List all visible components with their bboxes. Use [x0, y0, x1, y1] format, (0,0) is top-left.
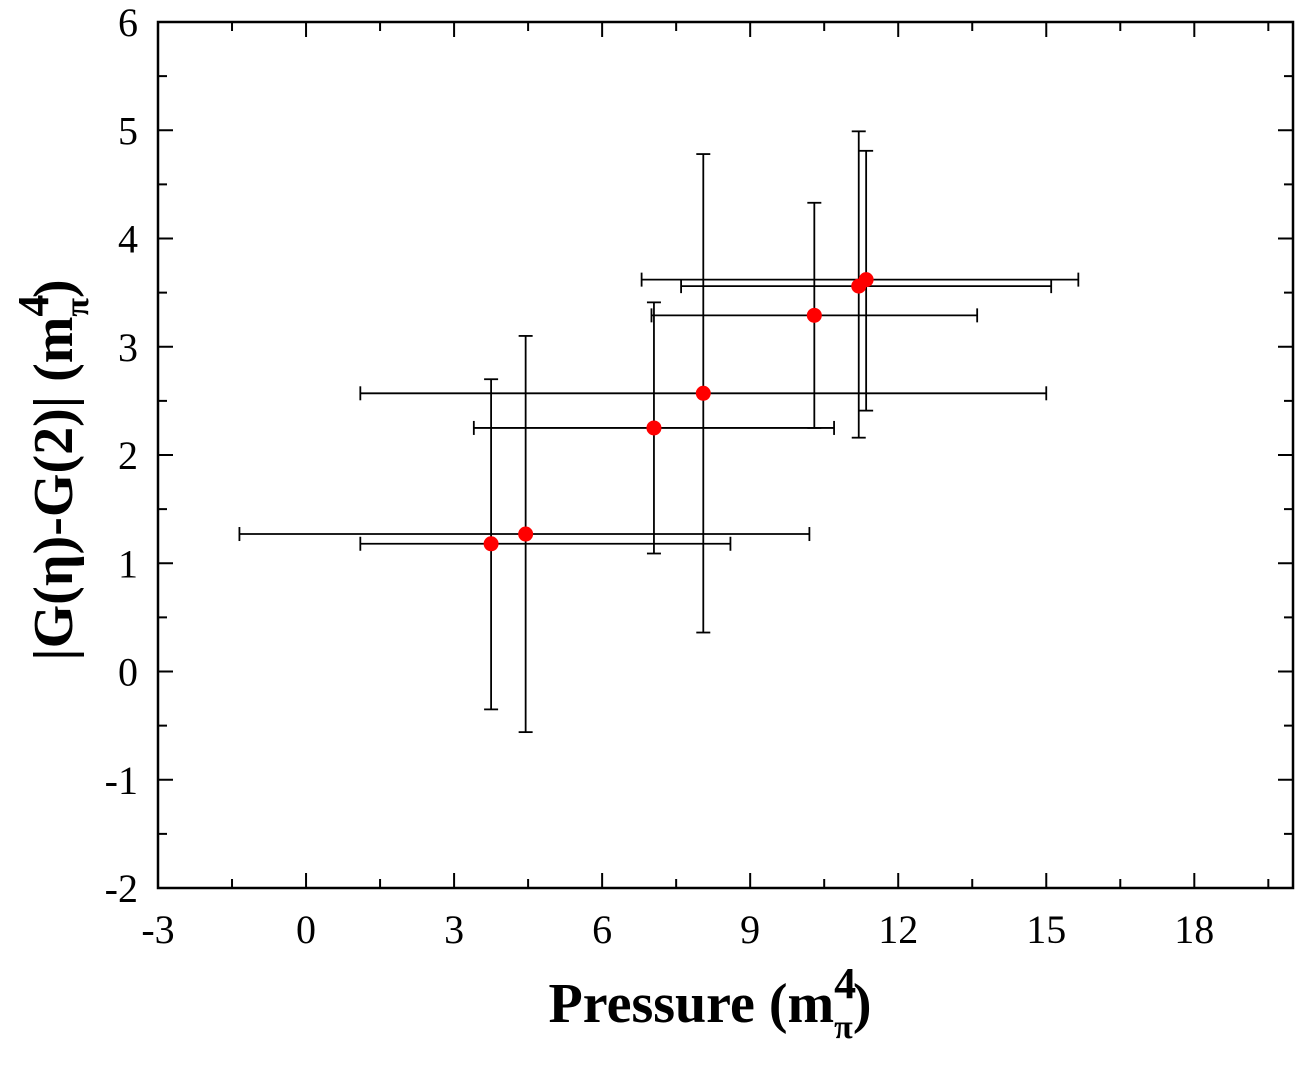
data-point	[695, 385, 711, 401]
x-tick-label: 18	[1174, 907, 1214, 952]
x-axis-title: Pressure (m4 π)	[549, 959, 872, 1046]
data-point	[518, 526, 534, 542]
data-point	[646, 420, 662, 436]
x-tick-label: -3	[141, 907, 174, 952]
y-tick-label: 2	[118, 433, 138, 478]
axis-ticks	[157, 21, 1293, 889]
y-tick-label: 1	[118, 541, 138, 586]
y-tick-label: 4	[118, 217, 138, 262]
x-tick-label: 15	[1026, 907, 1066, 952]
y-tick-labels: -2 -1 0 1 2 3 4 5 6	[105, 0, 138, 911]
data-points	[483, 272, 874, 552]
y-tick-label: 0	[118, 650, 138, 695]
x-tick-label: 6	[592, 907, 612, 952]
x-tick-label: 12	[878, 907, 918, 952]
y-tick-label: -2	[105, 866, 138, 911]
plot-frame	[156, 20, 1295, 890]
y-tick-label: 3	[118, 325, 138, 370]
data-point	[858, 272, 874, 288]
x-tick-label: 3	[444, 907, 464, 952]
x-tick-label: 0	[296, 907, 316, 952]
y-tick-label: 6	[118, 0, 138, 45]
y-tick-label: 5	[118, 108, 138, 153]
x-tick-labels: -3 0 3 6 9 12 15 18	[141, 907, 1214, 952]
y-axis-title: |G(η)-G(2)| (m4π)	[9, 279, 96, 660]
data-point	[483, 536, 499, 552]
y-tick-label: -1	[105, 758, 138, 803]
x-tick-label: 9	[740, 907, 760, 952]
data-point	[806, 307, 822, 323]
